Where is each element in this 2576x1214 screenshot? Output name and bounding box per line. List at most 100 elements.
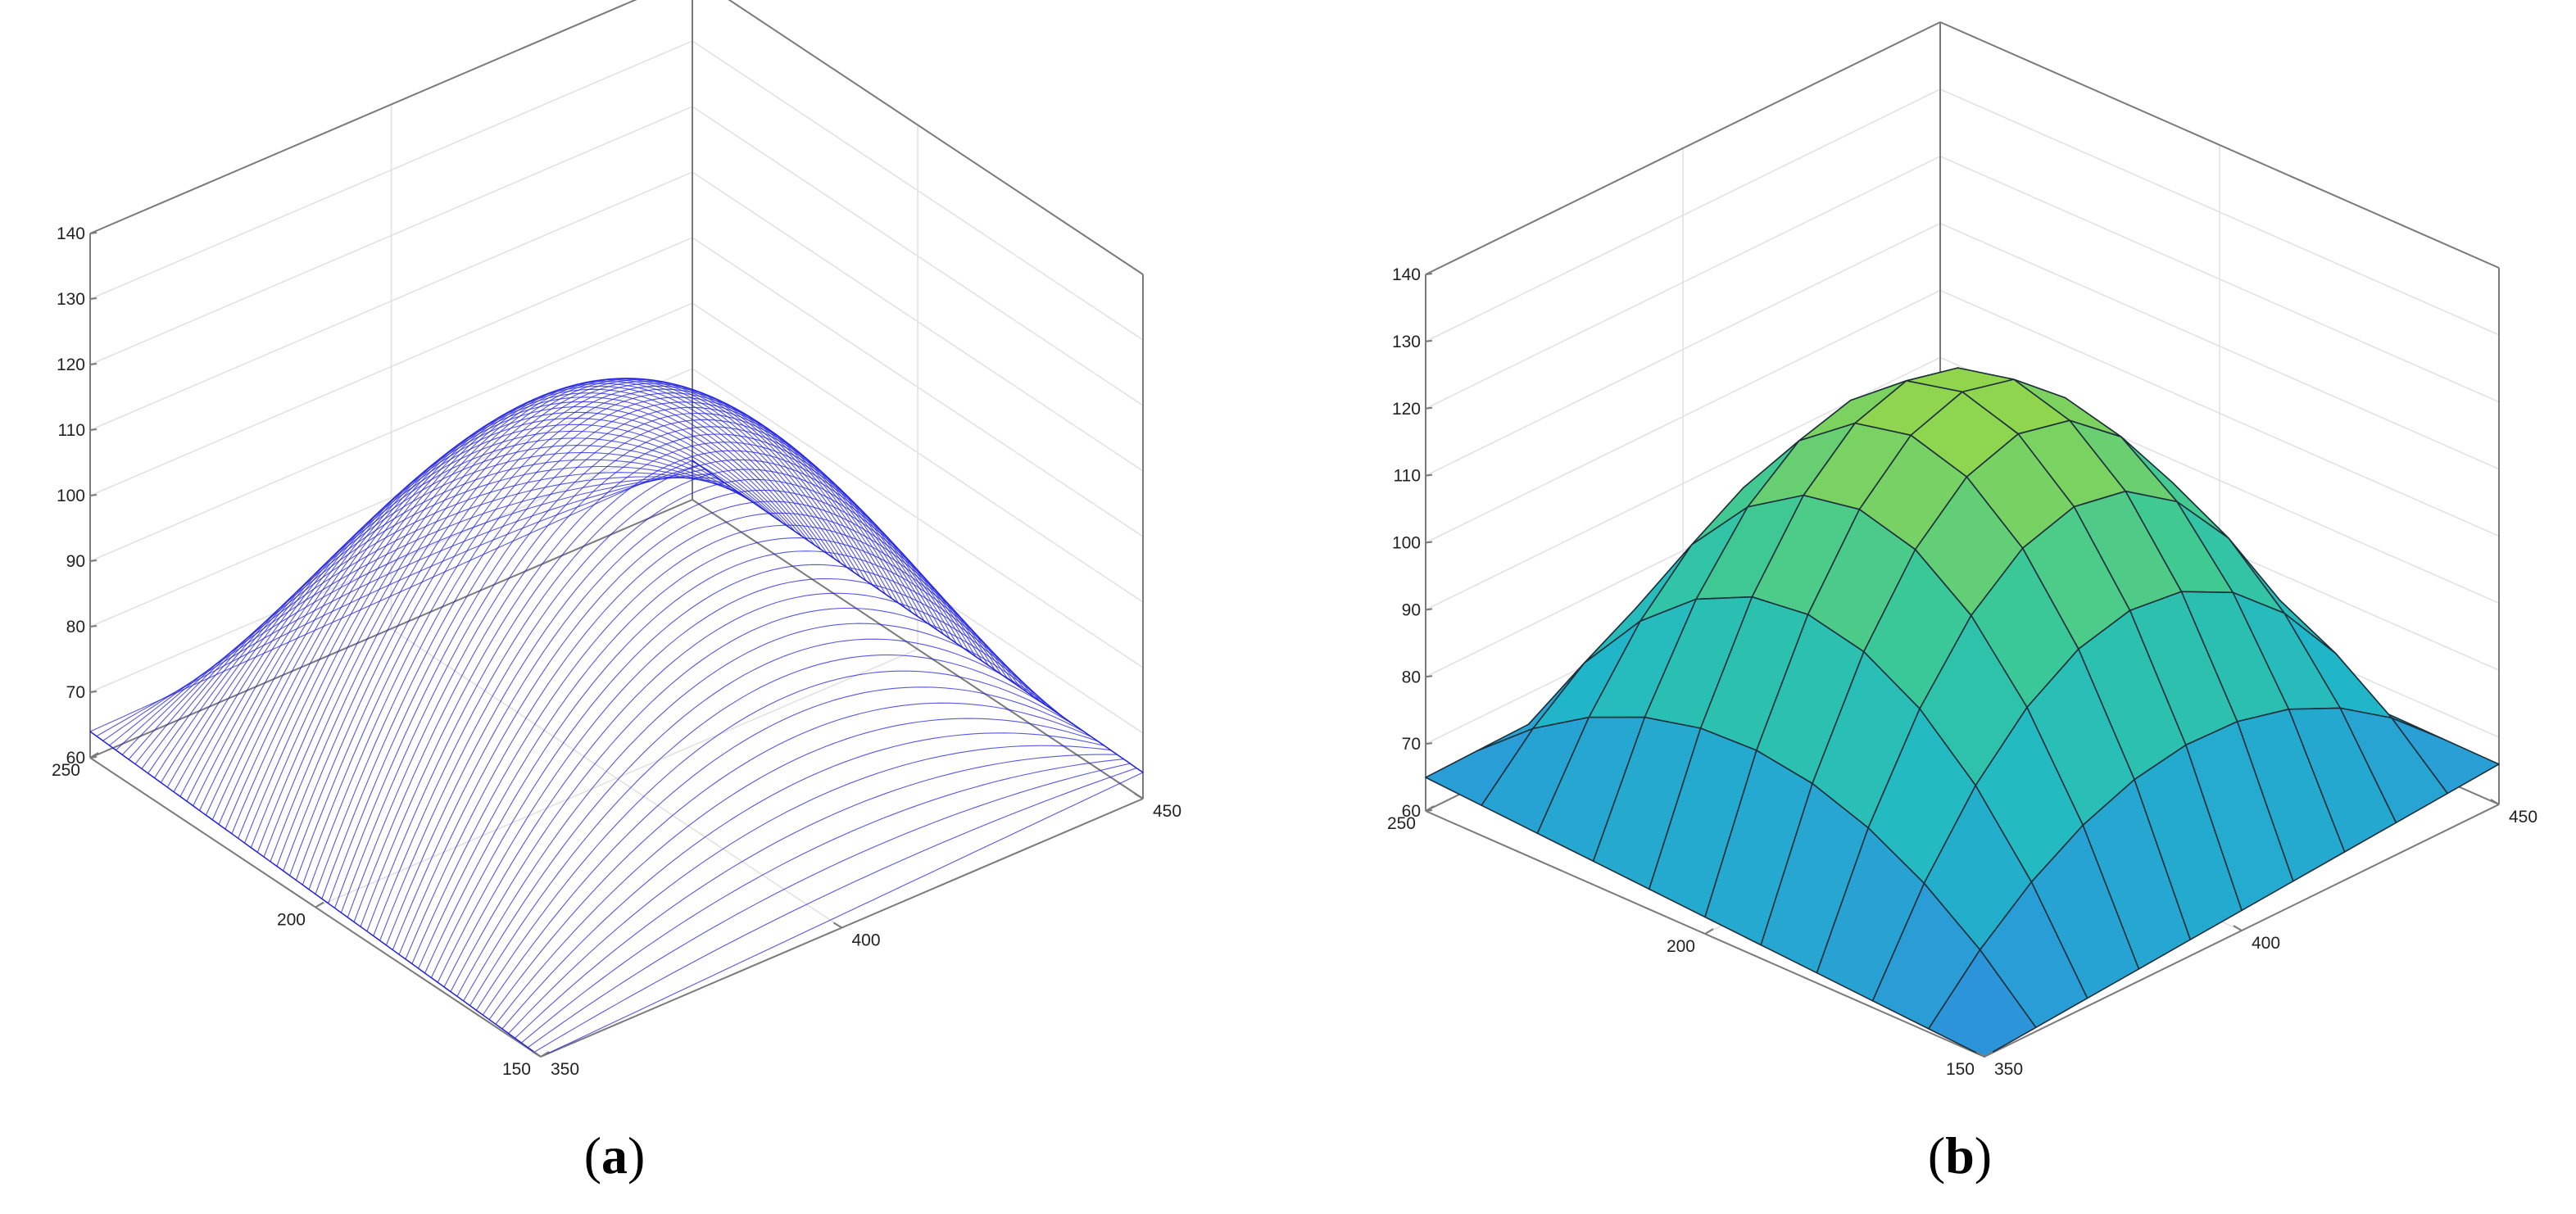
panel-a-mesh-line-0 bbox=[540, 772, 1144, 1058]
panel-a-mesh-line-13 bbox=[456, 623, 1060, 997]
panel-a-mesh-line-63 bbox=[134, 465, 738, 765]
panel-a-mesh-line-31 bbox=[340, 419, 944, 913]
panel-a-mesh-line-24 bbox=[385, 478, 989, 946]
panel-a-mesh-line-28 bbox=[360, 442, 964, 927]
panel-a-axes-box bbox=[89, 0, 1144, 1058]
panel-b-box-edge-7 bbox=[1425, 21, 1941, 275]
panel-b-z-tick-8: 140 bbox=[1392, 265, 1421, 284]
panel-a-surface-mesh bbox=[89, 378, 1144, 1058]
panel-a-mesh-line-53 bbox=[199, 401, 803, 811]
panel-a-z-tick-mark-1 bbox=[89, 691, 98, 693]
panel-a-mesh-line-57 bbox=[173, 424, 777, 792]
panel-a-z-tick-3: 90 bbox=[66, 552, 85, 571]
panel-b-left-tick-2: 250 bbox=[1387, 814, 1416, 833]
panel-a-mesh-line-15 bbox=[443, 592, 1047, 988]
panel-a-mesh-line-12 bbox=[463, 638, 1067, 1002]
panel-b-box-edge-8 bbox=[1939, 21, 2500, 269]
panel-a-left-tick-mark-2 bbox=[89, 752, 99, 759]
panel-a-z-tick-mark-2 bbox=[89, 625, 98, 627]
panel-a-mesh-line-47 bbox=[238, 381, 841, 839]
panel-a-mesh-line-23 bbox=[392, 489, 995, 950]
panel-b-right-tick-0: 350 bbox=[1994, 1060, 2023, 1079]
panel-a-mesh-line-1 bbox=[533, 768, 1137, 1053]
panel-a-caption: (a) bbox=[584, 1126, 646, 1185]
panel-b-grid-z-7 bbox=[1425, 88, 2500, 342]
panel-a-mesh-line-38 bbox=[295, 385, 899, 881]
panel-a-mesh-line-4 bbox=[515, 754, 1118, 1039]
panel-b-right-tick-mark-2 bbox=[2490, 799, 2500, 805]
panel-a-z-tick-4: 100 bbox=[57, 487, 85, 505]
panel-a-left-tick-mark-1 bbox=[315, 901, 324, 908]
panel-a-box-edge-8 bbox=[728, 0, 1144, 275]
panel-a-right-tick-1: 400 bbox=[852, 931, 881, 950]
panel-a-label: a bbox=[601, 1126, 628, 1185]
panel-a-mesh-line-45 bbox=[250, 378, 854, 849]
panel-a-grid-z-5 bbox=[89, 171, 1144, 472]
panel-b-right-tick-mark-1 bbox=[2233, 925, 2243, 931]
panel-a-mesh-line-42 bbox=[270, 378, 873, 862]
panel-a-mesh-line-6 bbox=[501, 732, 1105, 1030]
panel-a-z-tick-1: 70 bbox=[66, 683, 85, 702]
panel-b-right-tick-mark-0 bbox=[1975, 1051, 1985, 1058]
panel-b-surface-cell-0-0 bbox=[1928, 949, 2037, 1058]
panel-b-left-tick-mark-1 bbox=[1704, 928, 1714, 935]
panel-a-mesh-line-51 bbox=[211, 392, 815, 821]
panel-a-mesh-line-2 bbox=[527, 763, 1131, 1049]
panel-b-z-tick-6: 120 bbox=[1392, 400, 1421, 419]
panel-b-z-tick-0: 60 bbox=[1402, 802, 1421, 821]
panel-a-mesh-line-70 bbox=[89, 460, 693, 732]
panel-a-mesh-line-11 bbox=[469, 655, 1073, 1006]
panel-a-z-tick-mark-6 bbox=[89, 363, 98, 365]
panel-a-grid-floor-v-0 bbox=[391, 627, 842, 929]
panel-a-mesh-line-9 bbox=[482, 686, 1086, 1016]
panel-a-grid-z-8 bbox=[89, 0, 1144, 275]
panel-a-mesh-line-7 bbox=[495, 718, 1099, 1025]
panel-a-mesh-line-36 bbox=[308, 392, 912, 890]
panel-b-z-tick-4: 100 bbox=[1392, 534, 1421, 553]
panel-a-mesh-line-35 bbox=[315, 396, 918, 895]
panel-b-label: b bbox=[1945, 1126, 1975, 1185]
panel-b-left-tick-1: 200 bbox=[1667, 937, 1695, 956]
panel-a-mesh-line-14 bbox=[450, 607, 1054, 992]
panel-a-left-tick-0: 150 bbox=[502, 1060, 531, 1079]
panel-b-z-tick-mark-7 bbox=[1425, 339, 1433, 342]
panel-a-z-tick-2: 80 bbox=[66, 618, 85, 636]
panel-a-z-tick-mark-4 bbox=[89, 494, 98, 496]
panel-a-mesh-line-30 bbox=[347, 426, 950, 918]
panel-a-z-tick-6: 120 bbox=[57, 356, 85, 374]
panel-b-right-tick-2: 450 bbox=[2509, 808, 2537, 827]
panel-a-mesh-line-66 bbox=[116, 477, 719, 751]
panel-a-mesh-line-68 bbox=[102, 469, 705, 741]
panel-a-mesh-edge-1 bbox=[692, 460, 1144, 773]
panel-a-box-edge-2 bbox=[89, 499, 693, 759]
panel-a-mesh-line-34 bbox=[321, 401, 925, 899]
panel-b: 60 70 80 90 100 110 120 130 140 150 200 250 350 400 45… bbox=[1387, 21, 2537, 1079]
panel-b-caption: (b) bbox=[1928, 1126, 1992, 1185]
panel-a-grid bbox=[89, 0, 1144, 929]
panel-a-mesh-line-22 bbox=[398, 501, 1002, 955]
panel-a-mesh-line-40 bbox=[283, 380, 887, 872]
panel-a-right-tick-0: 350 bbox=[551, 1060, 579, 1079]
panel-a-tick-labels: 60 70 80 90 100 110 120 130 140 150 200 250 350 400 45… bbox=[52, 224, 1181, 1079]
panel-b-z-tick-5: 110 bbox=[1394, 467, 1421, 486]
panel-b-z-tick-mark-2 bbox=[1425, 675, 1433, 678]
panel-b-z-tick-3: 90 bbox=[1402, 600, 1421, 619]
panel-b-z-tick-mark-1 bbox=[1425, 742, 1433, 745]
panel-a-z-tick-mark-5 bbox=[89, 428, 98, 431]
panel-b-z-tick-1: 70 bbox=[1402, 735, 1421, 754]
panel-a-right-tick-mark-0 bbox=[532, 1051, 542, 1058]
panel-a: 60 70 80 90 100 110 120 130 140 150 200 250 350 400 45… bbox=[52, 0, 1181, 1079]
panel-a-mesh-line-58 bbox=[166, 430, 770, 788]
panel-a-mesh-line-41 bbox=[276, 378, 880, 867]
panel-a-z-tick-7: 130 bbox=[57, 290, 85, 309]
panel-a-grid-z-7 bbox=[89, 40, 1144, 341]
panel-a-mesh-line-69 bbox=[96, 464, 700, 737]
panel-b-left-tick-mark-2 bbox=[1425, 805, 1435, 812]
panel-a-mesh-line-21 bbox=[405, 512, 1009, 960]
panel-a-mesh-line-67 bbox=[109, 473, 712, 746]
panel-a-mesh-line-16 bbox=[437, 578, 1041, 983]
panel-b-z-tick-mark-4 bbox=[1425, 541, 1433, 544]
panel-b-surface bbox=[1425, 367, 2500, 1058]
panel-a-mesh-line-5 bbox=[508, 745, 1111, 1034]
panel-b-grid-z-8 bbox=[1425, 21, 2500, 275]
